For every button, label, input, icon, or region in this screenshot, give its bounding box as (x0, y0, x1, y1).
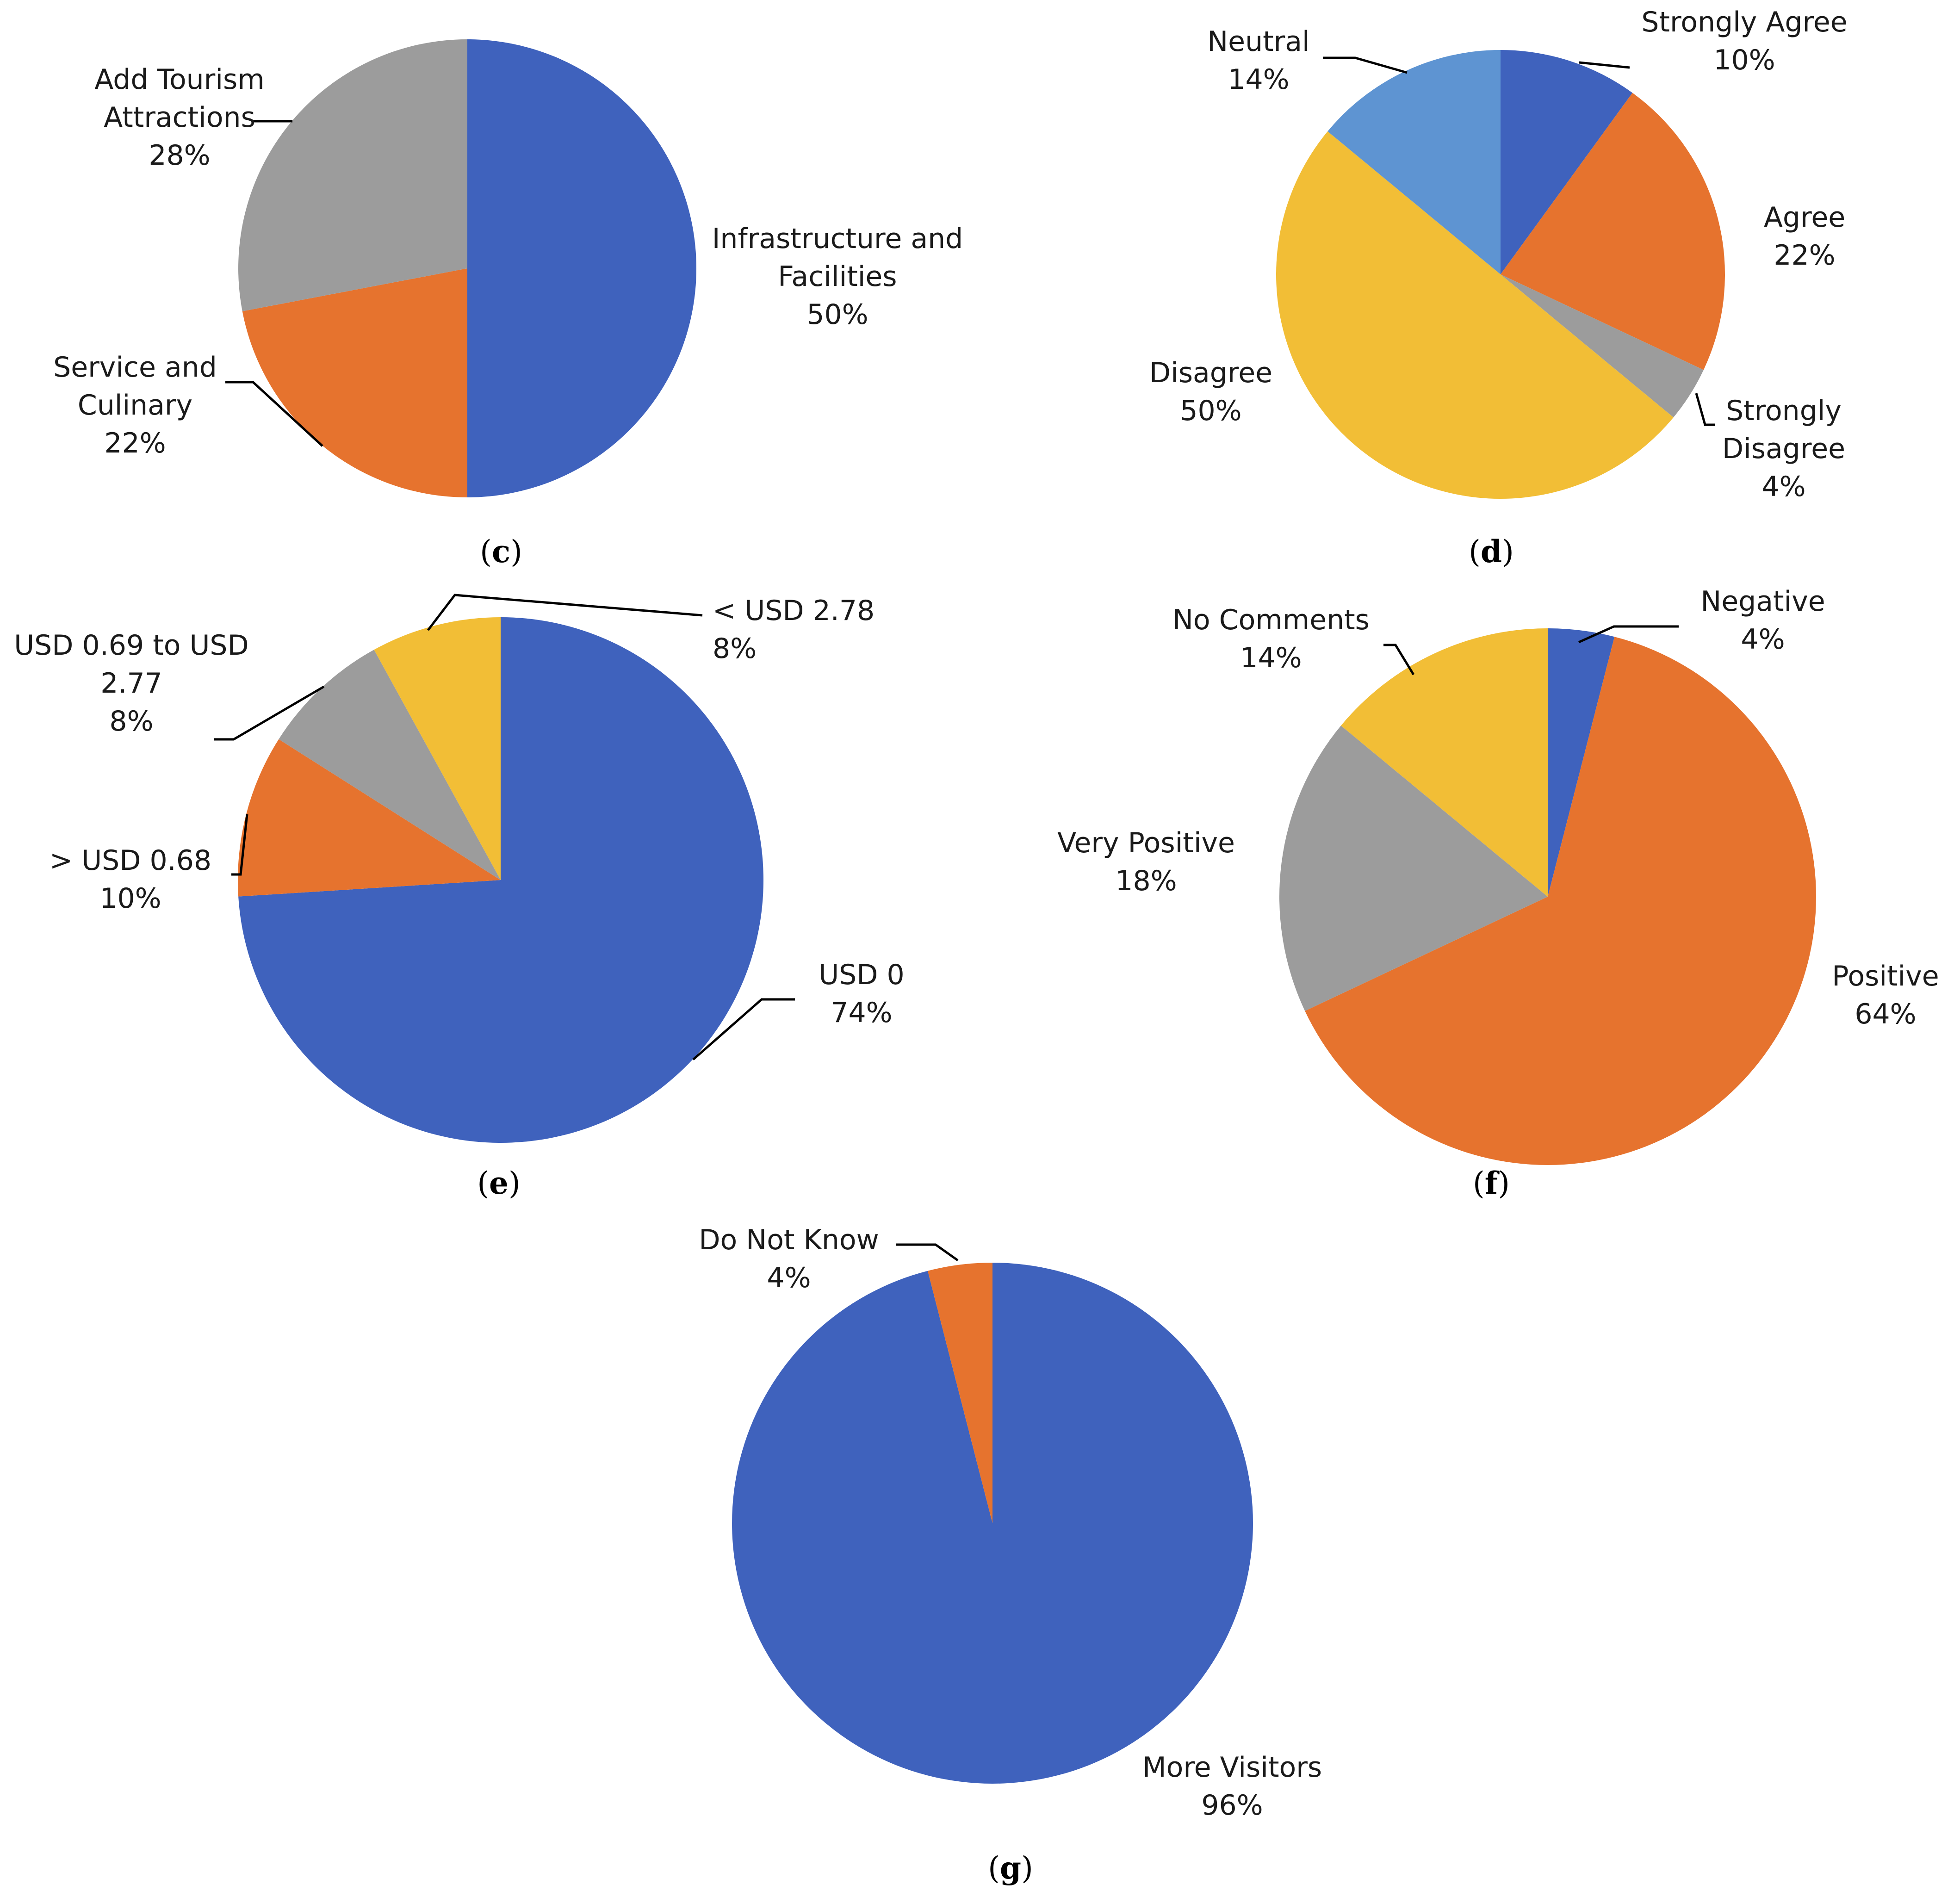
data-label-e-usd-2-78: < USD 2.78 8% (713, 595, 875, 665)
panel-label-e: (e) (477, 1165, 521, 1201)
leader-line-e-usd-0 (692, 998, 795, 1060)
panel-label-g: (g) (988, 1850, 1033, 1886)
data-label-c-add-tourism-attractions: Add Tourism Attractions 28% (94, 63, 264, 172)
pie-slice-e-usd-0 (238, 617, 763, 1143)
pie-slice-g-more-visitors (732, 1263, 1253, 1784)
pie-slice-e-usd-0-68 (237, 739, 501, 897)
leader-line-e-usd-0-69-to-usd-2-77 (214, 685, 325, 741)
leader-line-f-negative (1578, 625, 1679, 644)
panel-label-f: (f) (1473, 1165, 1510, 1201)
data-label-f-very-positive: Very Positive 18% (1057, 827, 1235, 897)
leader-line-e-usd-2-78 (427, 594, 703, 631)
data-label-f-positive: Positive 64% (1832, 960, 1939, 1030)
data-label-g-do-not-know: Do Not Know 4% (699, 1224, 879, 1294)
pie-chart-f: Negative 4% Positive 64% Very Positive 18% No … (1057, 585, 1939, 1201)
leader-line-c-service-and-culinary (225, 381, 323, 447)
pie-slice-c-add-tourism-attractions (238, 39, 467, 311)
data-label-c-infrastructure-and-facilities: Infrastructure and Facilities 50% (712, 223, 963, 331)
pie-slice-f-negative (1548, 628, 1615, 897)
data-label-c-service-and-culinary: Service and Culinary 22% (53, 351, 217, 459)
pie-slice-d-strongly-agree (1501, 50, 1633, 274)
data-label-d-strongly-agree: Strongly Agree 10% (1641, 6, 1847, 76)
data-label-e-usd-0: USD 0 74% (819, 959, 904, 1029)
data-label-d-disagree: Disagree 50% (1149, 357, 1272, 427)
leader-line-d-neutral (1323, 56, 1408, 74)
data-label-e-usd-0-69-to-usd-2-77: USD 0.69 to USD 2.77 8% (14, 629, 248, 738)
pie-slice-e-usd-2-78 (374, 617, 501, 880)
leader-line-g-do-not-know (896, 1243, 959, 1262)
pie-slice-f-no-comments (1341, 628, 1548, 897)
pie-slice-d-neutral (1327, 50, 1501, 274)
pie-slice-f-very-positive (1279, 725, 1548, 1011)
data-label-f-negative: Negative 4% (1700, 585, 1825, 656)
data-label-g-more-visitors: More Visitors 96% (1142, 1751, 1322, 1822)
pie-slice-c-infrastructure-and-facilities (467, 39, 696, 497)
pie-slice-e-usd-0-69-to-usd-2-77 (279, 650, 501, 880)
leader-line-f-no-comments (1383, 644, 1415, 676)
data-label-f-no-comments: No Comments 14% (1172, 604, 1370, 674)
pie-chart-e: USD 0 74% > USD 0.68 10% USD 0.69 to USD 2.77… (14, 594, 905, 1201)
pie-slice-d-disagree (1276, 131, 1674, 499)
data-label-d-strongly-disagree: Strongly Disagree 4% (1722, 395, 1845, 503)
pie-slice-f-positive (1305, 637, 1816, 1165)
panel-label-c: (c) (480, 533, 522, 570)
pie-slice-d-strongly-disagree (1501, 274, 1704, 418)
data-label-d-neutral: Neutral 14% (1207, 25, 1309, 96)
pie-slice-g-do-not-know (927, 1263, 992, 1523)
pie-slice-d-agree (1501, 93, 1725, 370)
leader-line-e-usd-0-68 (231, 814, 248, 876)
pie-chart-g: More Visitors 96% Do Not Know 4% (g) (699, 1224, 1322, 1886)
data-label-d-agree: Agree 22% (1764, 201, 1845, 272)
pie-chart-d: Strongly Agree 10% Agree 22% Strongly Disagre… (1149, 6, 1848, 570)
pie-chart-c: Infrastructure and Facilities 50% Service a… (53, 39, 963, 570)
panel-label-d: (d) (1469, 533, 1514, 570)
leader-line-d-strongly-agree (1579, 61, 1630, 69)
pie-slice-c-service-and-culinary (242, 268, 467, 497)
data-label-e-usd-0-68: > USD 0.68 10% (50, 844, 211, 915)
leader-line-d-strongly-disagree (1695, 393, 1715, 426)
